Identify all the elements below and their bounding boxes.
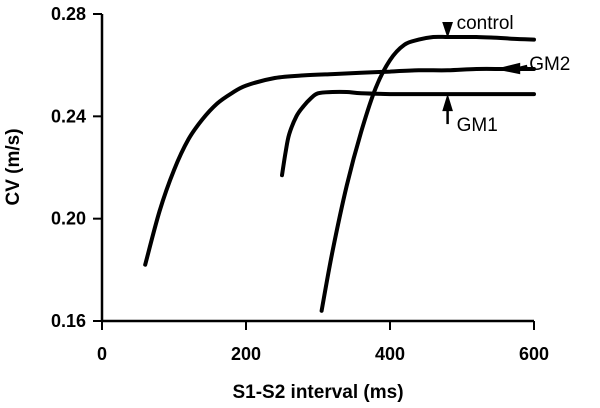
- annotation-label-gm1: GM1: [457, 115, 498, 136]
- y-tick-label: 0.16: [51, 311, 86, 331]
- annotations: control GM2 GM1: [442, 13, 570, 136]
- y-tick-label: 0.24: [51, 106, 86, 126]
- annotation-arrow-gm1: [442, 93, 453, 112]
- y-axis-title: CV (m/s): [3, 128, 24, 205]
- series: [143, 34, 536, 313]
- annotation-label-control: control: [457, 13, 514, 34]
- annotation-arrow-control: [442, 22, 453, 39]
- y-tick-label: 0.28: [51, 4, 86, 24]
- series-line-gm2: [143, 66, 536, 267]
- axes: [100, 14, 534, 323]
- x-tick-label: 600: [519, 344, 549, 364]
- annotation-arrow-shaft: [518, 64, 528, 70]
- x-tick-label: 400: [375, 344, 405, 364]
- series-line-control: [319, 34, 536, 313]
- ticks: 0 200 400 600 0.16 0.20 0.24 0.28: [51, 4, 549, 364]
- annotation-label-gm2: GM2: [529, 54, 570, 75]
- annotation-arrow-gm2: [498, 62, 521, 75]
- x-tick-label: 0: [97, 344, 107, 364]
- x-tick-label: 200: [231, 344, 261, 364]
- series-line-gm1: [280, 89, 536, 178]
- y-tick-label: 0.20: [51, 209, 86, 229]
- x-axis-title: S1-S2 interval (ms): [232, 382, 403, 403]
